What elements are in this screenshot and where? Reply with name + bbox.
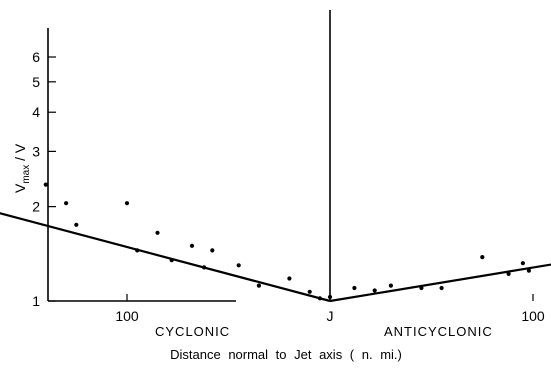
data-point [189, 243, 195, 248]
y-tick-label: 5 [32, 74, 40, 90]
data-point [317, 296, 322, 301]
data-point [480, 255, 485, 260]
data-point [202, 265, 207, 270]
data-point [388, 283, 393, 288]
y-tick-label: 1 [32, 293, 40, 309]
data-point [506, 271, 511, 276]
chart-axes [47, 10, 331, 302]
fit-lines [0, 212, 551, 303]
data-point [372, 288, 377, 293]
data-point [74, 222, 79, 227]
anticyclonic-label: ANTICYCLONIC [384, 324, 493, 339]
data-point [327, 294, 333, 300]
y-ticks: 1 2 3 4 5 6 [32, 49, 56, 309]
y-axis-label: Vmax / V [12, 143, 32, 193]
data-point [352, 285, 357, 291]
data-point [439, 285, 444, 291]
data-point [236, 263, 241, 268]
x-ticks: 300200100J100200300 [115, 294, 545, 324]
fit-line-anticyclonic [329, 263, 551, 303]
x-tick-label: 100 [115, 308, 139, 324]
data-point [307, 289, 312, 294]
data-point [43, 182, 48, 187]
data-point [287, 276, 292, 281]
y-tick-label: 2 [32, 199, 40, 215]
data-point [64, 201, 69, 206]
data-point [169, 258, 174, 263]
data-point [210, 248, 215, 253]
data-point [526, 268, 532, 273]
data-point [155, 230, 160, 235]
data-point [419, 285, 424, 291]
jet-axis-label: J [327, 308, 334, 324]
data-point [135, 248, 140, 253]
fit-line-cyclonic [0, 212, 331, 303]
y-tick-label: 3 [32, 143, 40, 159]
x-tick-label: 100 [521, 308, 545, 324]
data-point [124, 201, 130, 206]
cyclonic-label: CYCLONIC [155, 324, 230, 339]
y-tick-label: 6 [32, 49, 40, 65]
x-axis-label: Distance normal to Jet axis ( n. mi.) [170, 347, 402, 362]
data-point [520, 261, 526, 266]
data-points [43, 182, 532, 301]
y-tick-label: 4 [32, 104, 40, 120]
data-point [256, 283, 261, 288]
